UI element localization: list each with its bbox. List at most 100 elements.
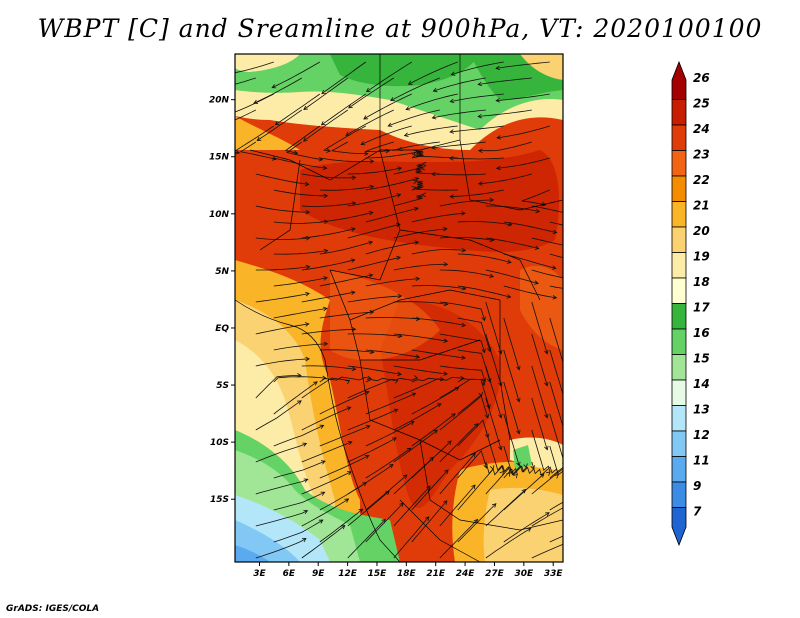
streamline-arrowhead <box>396 193 402 198</box>
streamline <box>390 77 440 101</box>
streamline <box>319 157 374 163</box>
streamline-arrowhead <box>304 181 310 187</box>
streamline <box>531 333 548 386</box>
streamline <box>393 403 442 431</box>
streamline <box>531 429 551 473</box>
streamline-arrowhead <box>473 423 479 428</box>
streamline <box>301 328 356 335</box>
streamline <box>235 93 274 113</box>
streamline <box>365 241 419 255</box>
streamline-arrowhead <box>544 349 549 355</box>
streamline <box>485 301 502 354</box>
streamline-arrowhead <box>593 484 597 487</box>
streamline <box>347 437 397 463</box>
streamline-arrowhead <box>318 519 324 524</box>
streamline-arrowhead <box>397 166 403 171</box>
streamline-arrowhead <box>322 306 328 312</box>
streamline <box>478 109 532 117</box>
wbpt-se-mild <box>483 487 563 562</box>
streamline <box>485 205 540 212</box>
streamline <box>319 391 370 415</box>
streamline <box>531 461 559 476</box>
streamline <box>273 425 324 447</box>
streamline <box>393 378 444 399</box>
streamline-arrowhead <box>552 295 558 300</box>
streamline-arrowhead <box>486 404 491 410</box>
streamline-arrowhead <box>461 355 466 360</box>
colorbar-label: 13 <box>693 403 710 417</box>
streamline-arrowhead <box>303 510 309 515</box>
streamline <box>255 293 310 303</box>
streamline-arrowhead <box>411 153 417 158</box>
streamline <box>503 221 557 233</box>
streamline <box>301 471 352 495</box>
streamline <box>531 397 548 450</box>
streamline-arrowhead <box>326 148 331 153</box>
streamline-arrowhead <box>302 442 308 447</box>
streamline <box>457 468 494 511</box>
streamline-arrowhead <box>516 365 521 371</box>
streamline <box>393 457 434 495</box>
streamline <box>478 173 532 185</box>
streamline-arrowhead <box>551 265 557 270</box>
colorbar-segment <box>671 99 687 126</box>
streamline <box>393 228 447 239</box>
streamline <box>457 349 491 383</box>
streamline <box>366 61 413 92</box>
streamline-arrowhead <box>346 406 352 411</box>
streamline <box>303 109 349 142</box>
streamline <box>404 125 458 136</box>
streamline-arrowhead <box>461 211 466 216</box>
colorbar-label: 7 <box>693 505 702 519</box>
streamline-arrowhead <box>485 433 490 439</box>
colorbar-segment <box>671 175 687 202</box>
streamline-arrowhead <box>409 421 415 426</box>
streamline-arrowhead <box>414 240 420 245</box>
lat-tick-label: EQ <box>215 324 229 334</box>
streamline-arrowhead <box>436 403 442 408</box>
streamline-arrowhead <box>203 88 207 92</box>
streamline-arrowhead <box>206 129 210 133</box>
streamline-arrowhead <box>513 473 518 479</box>
streamline <box>347 365 402 375</box>
streamline-arrowhead <box>368 210 374 216</box>
streamline-arrowhead <box>534 280 539 285</box>
streamline <box>319 376 371 383</box>
streamline <box>235 125 275 154</box>
streamline <box>531 237 563 246</box>
streamline-arrowhead <box>481 316 486 322</box>
streamline-arrowhead <box>420 165 425 171</box>
streamline <box>347 167 402 175</box>
lon-tick-label: 27E <box>485 569 505 579</box>
streamline <box>272 61 320 88</box>
streamline <box>273 157 327 169</box>
streamline <box>365 474 408 511</box>
streamline-arrowhead <box>297 400 302 405</box>
streamline <box>273 491 325 511</box>
streamline <box>531 269 563 279</box>
streamline-arrowhead <box>235 150 241 155</box>
streamline-arrowhead <box>393 379 399 384</box>
streamline <box>411 317 466 326</box>
colorbar-label: 22 <box>693 173 710 187</box>
streamline-arrowhead <box>516 429 521 435</box>
colorbar-label: 19 <box>693 250 710 264</box>
streamline-arrowhead <box>392 437 397 442</box>
colorbar-label: 23 <box>693 148 710 162</box>
streamline-arrowhead <box>506 294 512 299</box>
streamline-arrowhead <box>368 240 374 245</box>
streamline <box>330 141 368 155</box>
streamline <box>439 237 494 241</box>
streamline-arrowhead <box>393 408 399 413</box>
streamline <box>457 394 489 419</box>
streamline-arrowhead <box>297 373 302 378</box>
streamline <box>347 256 401 271</box>
streamline-arrowhead <box>411 392 417 397</box>
streamline <box>348 77 395 109</box>
streamline <box>531 507 563 527</box>
streamline-arrowhead <box>530 465 535 470</box>
streamline <box>450 189 504 197</box>
streamline <box>321 61 367 94</box>
streamline <box>450 125 504 133</box>
lat-tick-label: 15S <box>210 495 229 505</box>
